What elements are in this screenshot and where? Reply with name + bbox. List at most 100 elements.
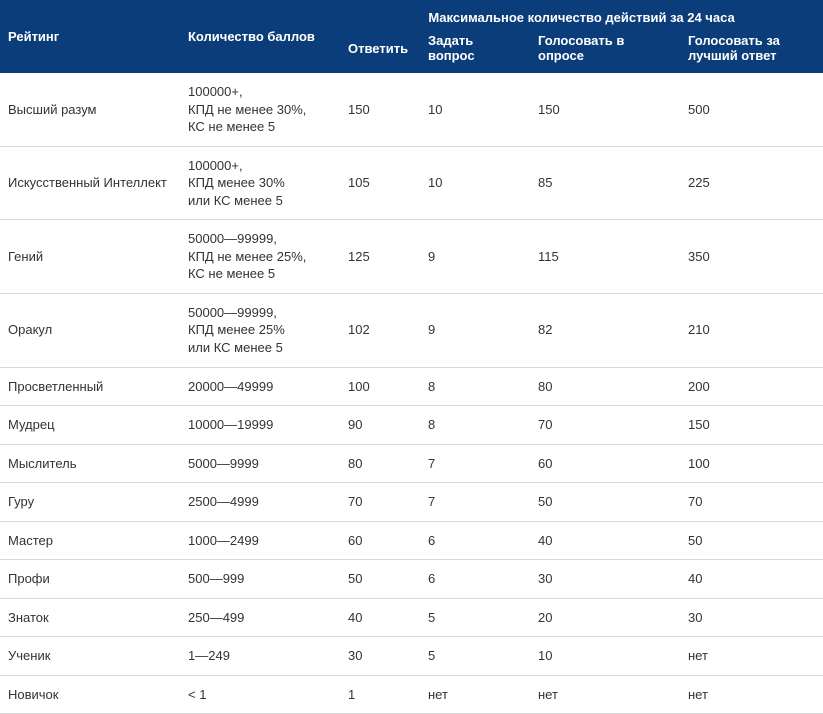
table-row: Знаток250—4994052030 — [0, 598, 823, 637]
cell-vote-poll: 80 — [530, 367, 680, 406]
cell-ask: 9 — [420, 293, 530, 367]
cell-points: 2500—4999 — [180, 483, 340, 522]
cell-vote-best: 200 — [680, 367, 823, 406]
cell-ask: 5 — [420, 598, 530, 637]
cell-points: < 1 — [180, 675, 340, 714]
table-header: Рейтинг Количество баллов Максимальное к… — [0, 0, 823, 73]
cell-ask: 7 — [420, 483, 530, 522]
cell-vote-best: нет — [680, 675, 823, 714]
cell-vote-poll: 150 — [530, 73, 680, 146]
cell-answer: 40 — [340, 598, 420, 637]
cell-points: 100000+, КПД менее 30% или КС менее 5 — [180, 146, 340, 220]
rating-table: Рейтинг Количество баллов Максимальное к… — [0, 0, 823, 714]
cell-answer: 70 — [340, 483, 420, 522]
cell-ask: 6 — [420, 521, 530, 560]
cell-points: 100000+, КПД не менее 30%, КС не менее 5 — [180, 73, 340, 146]
cell-points: 1000—2499 — [180, 521, 340, 560]
cell-vote-best: нет — [680, 637, 823, 676]
cell-rating: Гуру — [0, 483, 180, 522]
cell-vote-poll: 82 — [530, 293, 680, 367]
cell-answer: 50 — [340, 560, 420, 599]
table-row: Просветленный20000—49999100880200 — [0, 367, 823, 406]
cell-rating: Знаток — [0, 598, 180, 637]
cell-vote-best: 50 — [680, 521, 823, 560]
cell-rating: Профи — [0, 560, 180, 599]
cell-answer: 30 — [340, 637, 420, 676]
cell-ask: 6 — [420, 560, 530, 599]
table-row: Мудрец10000—1999990870150 — [0, 406, 823, 445]
cell-answer: 150 — [340, 73, 420, 146]
cell-points: 5000—9999 — [180, 444, 340, 483]
cell-ask: 9 — [420, 220, 530, 294]
cell-vote-poll: 10 — [530, 637, 680, 676]
col-header-group: Максимальное количество действий за 24 ч… — [340, 0, 823, 29]
cell-vote-best: 500 — [680, 73, 823, 146]
table-row: Новичок< 11нетнетнет — [0, 675, 823, 714]
cell-points: 10000—19999 — [180, 406, 340, 445]
cell-vote-best: 150 — [680, 406, 823, 445]
table-row: Мыслитель5000—999980760100 — [0, 444, 823, 483]
cell-rating: Ученик — [0, 637, 180, 676]
col-header-vote-poll: Голосовать в опросе — [530, 29, 680, 73]
cell-points: 50000—99999, КПД не менее 25%, КС не мен… — [180, 220, 340, 294]
cell-points: 500—999 — [180, 560, 340, 599]
cell-ask: 5 — [420, 637, 530, 676]
cell-vote-best: 210 — [680, 293, 823, 367]
table-body: Высший разум100000+, КПД не менее 30%, К… — [0, 73, 823, 714]
cell-rating: Мудрец — [0, 406, 180, 445]
cell-answer: 1 — [340, 675, 420, 714]
cell-rating: Мыслитель — [0, 444, 180, 483]
cell-vote-poll: 40 — [530, 521, 680, 560]
cell-answer: 102 — [340, 293, 420, 367]
cell-ask: нет — [420, 675, 530, 714]
cell-vote-poll: 60 — [530, 444, 680, 483]
cell-vote-poll: 85 — [530, 146, 680, 220]
cell-vote-best: 350 — [680, 220, 823, 294]
cell-rating: Новичок — [0, 675, 180, 714]
cell-answer: 60 — [340, 521, 420, 560]
cell-vote-poll: нет — [530, 675, 680, 714]
col-header-rating: Рейтинг — [0, 0, 180, 73]
cell-answer: 125 — [340, 220, 420, 294]
cell-rating: Мастер — [0, 521, 180, 560]
table-row: Оракул50000—99999, КПД менее 25% или КС … — [0, 293, 823, 367]
cell-rating: Искусственный Интеллект — [0, 146, 180, 220]
table-row: Высший разум100000+, КПД не менее 30%, К… — [0, 73, 823, 146]
cell-ask: 8 — [420, 367, 530, 406]
cell-vote-best: 40 — [680, 560, 823, 599]
cell-rating: Оракул — [0, 293, 180, 367]
cell-answer: 80 — [340, 444, 420, 483]
table-row: Ученик1—24930510нет — [0, 637, 823, 676]
cell-answer: 105 — [340, 146, 420, 220]
cell-vote-poll: 20 — [530, 598, 680, 637]
cell-points: 250—499 — [180, 598, 340, 637]
table-row: Гуру2500—49997075070 — [0, 483, 823, 522]
table-row: Гений50000—99999, КПД не менее 25%, КС н… — [0, 220, 823, 294]
cell-vote-best: 30 — [680, 598, 823, 637]
col-header-ask: Задать вопрос — [420, 29, 530, 73]
cell-vote-poll: 30 — [530, 560, 680, 599]
cell-rating: Гений — [0, 220, 180, 294]
table-row: Мастер1000—24996064050 — [0, 521, 823, 560]
cell-answer: 100 — [340, 367, 420, 406]
cell-rating: Просветленный — [0, 367, 180, 406]
cell-vote-best: 100 — [680, 444, 823, 483]
cell-ask: 7 — [420, 444, 530, 483]
table-row: Профи500—9995063040 — [0, 560, 823, 599]
cell-ask: 10 — [420, 73, 530, 146]
cell-points: 20000—49999 — [180, 367, 340, 406]
cell-points: 50000—99999, КПД менее 25% или КС менее … — [180, 293, 340, 367]
cell-rating: Высший разум — [0, 73, 180, 146]
cell-ask: 10 — [420, 146, 530, 220]
table-row: Искусственный Интеллект100000+, КПД мене… — [0, 146, 823, 220]
cell-vote-best: 70 — [680, 483, 823, 522]
col-header-answer: Ответить — [340, 29, 420, 73]
col-header-vote-best: Голосовать за лучший ответ — [680, 29, 823, 73]
cell-ask: 8 — [420, 406, 530, 445]
cell-vote-poll: 70 — [530, 406, 680, 445]
cell-vote-poll: 50 — [530, 483, 680, 522]
cell-vote-best: 225 — [680, 146, 823, 220]
col-header-points: Количество баллов — [180, 0, 340, 73]
cell-points: 1—249 — [180, 637, 340, 676]
cell-answer: 90 — [340, 406, 420, 445]
